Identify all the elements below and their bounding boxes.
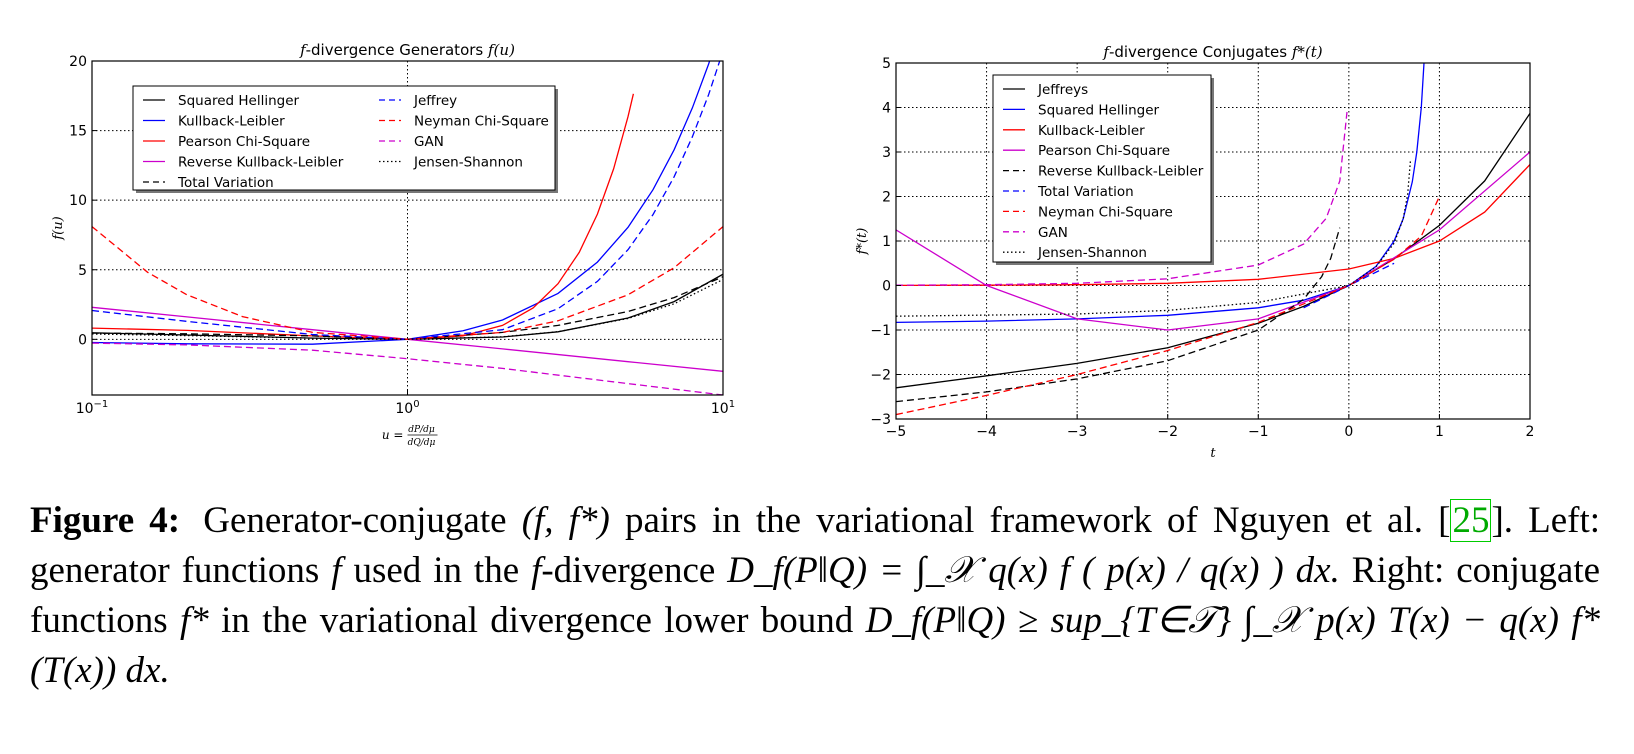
c0-y-tick-label-0: 0 (78, 332, 87, 348)
caption-text-2c: -divergence (541, 550, 716, 591)
caption-text-1c: . Left: (1503, 500, 1601, 541)
c0-legend-label-3: Reverse Kullback-Leibler (178, 155, 344, 171)
caption-math-f: f (331, 550, 342, 591)
caption-text-1b: pairs in the variational framework of Ng… (624, 500, 1423, 541)
c1-x-tick-label-4: −1 (1248, 424, 1269, 440)
c0-y-axis-label: f(u) (51, 216, 66, 240)
c1-x-tick-label-5: 0 (1344, 424, 1353, 440)
caption-text-2a: generator functions (30, 550, 320, 591)
c1-series-line-0 (896, 112, 1530, 389)
c0-x-axis-label-num: dP/dμ (408, 425, 435, 435)
c0-x-tick-label-1: 100 (395, 399, 419, 417)
c0-x-axis-label-lhs: u = (382, 428, 404, 442)
c1-legend-label-5: Total Variation (1037, 184, 1134, 200)
c1-legend-label-3: Pearson Chi-Square (1038, 143, 1170, 159)
conjugates-chart: −5 −4 −3 −2 −1 0 1 2 −3 −2 −1 0 1 2 3 4 5 f-divergence Co… (855, 43, 1535, 461)
c0-legend-label-0: Squared Hellinger (178, 93, 300, 109)
c1-legend-label-4: Reverse Kullback-Leibler (1038, 164, 1204, 180)
caption-math-fstar: f* (180, 600, 209, 641)
c0-series-line-6 (92, 226, 723, 340)
c0-x-tick-label-2: 101 (711, 399, 735, 417)
c0-y-tick-label-4: 20 (69, 54, 87, 70)
c1-legend-label-6: Neyman Chi-Square (1038, 204, 1173, 220)
figure-caption: Figure 4: Generator-conjugate (f, f*) pa… (30, 499, 1601, 691)
c1-y-tick-label-5: 2 (882, 190, 891, 206)
c1-series-line-7 (896, 111, 1348, 286)
c1-x-tick-label-1: −4 (976, 424, 997, 440)
c1-series-line-6 (896, 196, 1440, 416)
c1-series-line-2 (896, 164, 1530, 287)
c1-legend-label-8: Jensen-Shannon (1037, 245, 1147, 261)
c1-legend-label-2: Kullback-Leibler (1038, 123, 1145, 139)
c1-series-line-3 (896, 151, 1530, 331)
c1-legend-box (992, 74, 1212, 263)
caption-math-2: D_f(P‖Q) = ∫_𝒳 q(x) f ( p(x) / q(x) ) dx… (727, 550, 1340, 591)
c0-y-tick-label-3: 15 (69, 124, 87, 140)
c1-y-tick-label-4: 1 (882, 234, 891, 250)
c0-x-tick-label-0: 10−1 (76, 399, 109, 417)
caption-math-4: q(x) f*(T(x)) dx. (30, 600, 1601, 691)
c0-legend-label-7: GAN (414, 134, 444, 150)
caption-text-2b: used in the (353, 550, 520, 591)
c0-x-axis-label-den: dQ/dμ (408, 438, 436, 448)
c1-y-tick-label-8: 5 (882, 56, 891, 72)
c1-legend-label-0: Jeffreys (1037, 82, 1088, 98)
caption-text-3b: in the variational divergence lower boun… (221, 600, 854, 641)
c1-legend-label-1: Squared Hellinger (1038, 102, 1160, 118)
c0-legend-label-4: Total Variation (177, 175, 274, 191)
c1-series-line-8 (896, 160, 1412, 317)
c0-y-tick-label-2: 10 (69, 193, 87, 209)
c0-legend-label-8: Jensen-Shannon (413, 155, 523, 171)
c1-chart-title: f-divergence Conjugates f*(t) (1102, 43, 1322, 61)
caption-text-2d: Right: conjugate (1351, 550, 1601, 591)
c1-y-tick-label-3: 0 (882, 279, 891, 295)
caption-math-1: (f, f*) (521, 500, 610, 541)
c0-legend-label-2: Pearson Chi-Square (178, 134, 310, 150)
c1-y-tick-label-1: −2 (870, 368, 891, 384)
c1-series-line-1 (896, 63, 1425, 324)
c1-series-line-4 (896, 227, 1341, 403)
caption-text-3a: functions (30, 600, 168, 641)
c1-y-tick-label-0: −3 (870, 412, 891, 428)
c1-x-tick-label-6: 1 (1435, 424, 1444, 440)
caption-math-3: D_f(P‖Q) ≥ sup_{T∈𝒯} ∫_𝒳 p(x) T(x) − (865, 600, 1488, 641)
caption-text-1a: Generator-conjugate (203, 500, 507, 541)
c1-x-tick-label-7: 2 (1526, 424, 1535, 440)
c1-legend-label-7: GAN (1038, 225, 1068, 241)
citation-link[interactable]: 25 (1450, 499, 1492, 542)
caption-label: Figure 4: (30, 500, 181, 541)
c1-y-tick-label-6: 3 (882, 145, 891, 161)
c0-chart-title: f-divergence Generators f(u) (299, 41, 515, 59)
c1-x-tick-label-0: −5 (886, 424, 907, 440)
c0-legend-box (132, 85, 556, 191)
c0-series-line-1 (92, 61, 711, 345)
c1-x-axis-label: t (1210, 446, 1216, 461)
generators-chart: 10−1 100 101 0 5 10 15 20 f-divergence Generator… (51, 41, 735, 448)
c1-y-tick-label-7: 4 (882, 101, 891, 117)
c0-y-tick-label-1: 5 (78, 263, 87, 279)
c0-series-line-4 (92, 276, 723, 340)
c1-y-axis-label: f*(t) (855, 228, 870, 256)
c0-legend-label-5: Jeffrey (413, 93, 457, 109)
c1-series-line-5 (1303, 262, 1395, 309)
c0-legend-label-6: Neyman Chi-Square (414, 114, 549, 130)
c1-x-tick-label-3: −2 (1157, 424, 1178, 440)
c1-x-tick-label-2: −3 (1067, 424, 1088, 440)
c0-legend-label-1: Kullback-Leibler (178, 114, 285, 130)
c1-y-tick-label-2: −1 (870, 323, 891, 339)
caption-math-f2: f (531, 550, 542, 591)
c0-series-line-8 (92, 278, 723, 340)
c0-series-line-5 (92, 61, 721, 340)
